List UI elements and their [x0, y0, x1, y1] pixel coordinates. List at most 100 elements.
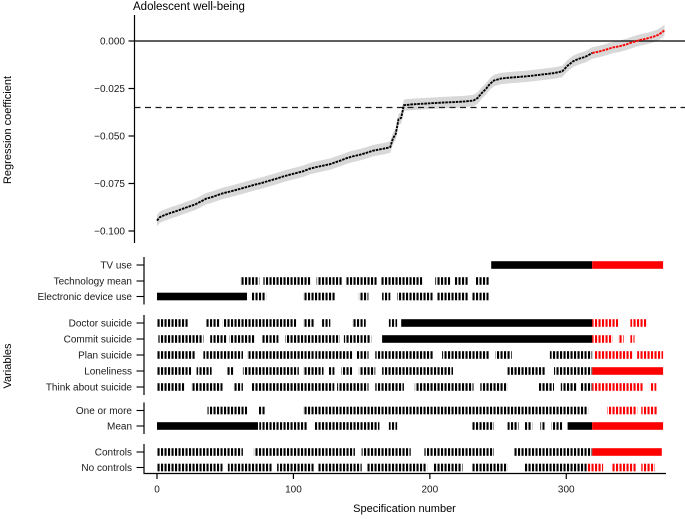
- row-label: One or more: [76, 406, 133, 417]
- segment-mark-black: [401, 319, 593, 327]
- segment-mark-red: [630, 335, 635, 343]
- row-label: Technology mean: [54, 277, 132, 288]
- segment-mark-black: [337, 383, 369, 391]
- segment-mark-black: [367, 463, 428, 472]
- segment-mark-black: [203, 351, 243, 359]
- segment-mark-black: [380, 277, 423, 285]
- segment-mark-black: [436, 292, 469, 301]
- segment-mark-red: [592, 335, 613, 343]
- segment-mark-black: [567, 422, 593, 430]
- segment-mark-black: [361, 448, 411, 456]
- segment-mark-black: [157, 463, 223, 472]
- segment-mark-black: [539, 383, 554, 391]
- segment-mark-black: [262, 335, 279, 343]
- segment-mark-black: [285, 335, 340, 343]
- segment-mark-black: [474, 277, 490, 285]
- row-label: No controls: [81, 463, 132, 474]
- segment-mark-black: [472, 463, 508, 472]
- segment-mark-black: [251, 383, 335, 391]
- segment-mark-black: [259, 422, 307, 430]
- segment-mark-red: [607, 406, 638, 415]
- segment-mark-black: [507, 367, 546, 375]
- row-label: Think about suicide: [46, 383, 133, 394]
- segment-mark-black: [206, 319, 220, 327]
- x-tick-label: 300: [558, 485, 575, 496]
- segment-mark-black: [433, 463, 463, 472]
- segment-mark-black: [328, 367, 335, 375]
- segment-mark-black: [524, 422, 533, 430]
- panel-title: Adolescent well-being: [133, 1, 245, 13]
- segment-mark-black: [196, 367, 212, 375]
- segment-mark-black: [233, 383, 243, 391]
- segment-mark-black: [472, 422, 494, 430]
- segment-mark-black: [191, 383, 223, 391]
- segment-mark-black: [242, 367, 299, 375]
- segment-mark-red: [592, 367, 664, 375]
- segment-mark-black: [303, 319, 314, 327]
- segment-mark-black: [157, 367, 192, 375]
- segment-mark-black: [352, 319, 366, 327]
- row-label: Loneliness: [84, 367, 132, 378]
- segment-mark-black: [472, 292, 489, 301]
- segment-mark-black: [277, 463, 314, 472]
- segment-mark-black: [157, 383, 185, 391]
- segment-mark-black: [551, 422, 563, 430]
- segment-mark-black: [414, 383, 474, 391]
- segment-mark-black: [388, 319, 398, 327]
- segment-mark-red: [586, 463, 604, 472]
- segment-mark-red: [641, 463, 655, 472]
- segment-mark-black: [253, 448, 355, 456]
- segment-mark-black: [491, 261, 593, 269]
- segment-mark-black: [540, 422, 545, 430]
- segment-mark-black: [157, 292, 247, 301]
- segment-mark-black: [424, 448, 494, 456]
- y-tick-label: −0.025: [94, 84, 125, 95]
- segment-mark-black: [524, 463, 587, 472]
- row-label: Electronic device use: [38, 292, 133, 303]
- segment-mark-black: [356, 351, 369, 359]
- curve-black: [156, 52, 593, 222]
- segment-mark-black: [207, 406, 248, 415]
- segment-mark-black: [579, 383, 593, 391]
- segment-mark-black: [375, 351, 434, 359]
- x-tick-label: 0: [154, 485, 160, 496]
- segment-mark-black: [157, 448, 243, 456]
- row-label: Mean: [107, 422, 132, 433]
- y-axis-label-regression-coefficient: Regression coefficient: [2, 75, 14, 185]
- segment-mark-red: [641, 406, 658, 415]
- segment-mark-black: [358, 367, 376, 375]
- segment-mark-red: [592, 383, 643, 391]
- y-tick-label: −0.050: [94, 132, 125, 143]
- segment-mark-black: [157, 319, 189, 327]
- segment-mark-black: [313, 422, 380, 430]
- segment-mark-black: [382, 367, 453, 375]
- segment-mark-black: [343, 335, 372, 343]
- row-label: TV use: [100, 261, 132, 272]
- segment-mark-black: [157, 351, 196, 359]
- segment-mark-black: [375, 383, 404, 391]
- segment-mark-red: [592, 448, 662, 456]
- segment-mark-black: [157, 422, 258, 430]
- row-label: Controls: [95, 448, 132, 459]
- segment-mark-red: [594, 351, 634, 359]
- segment-mark-black: [397, 292, 433, 301]
- segment-mark-black: [229, 335, 256, 343]
- segment-mark-black: [222, 319, 297, 327]
- row-label: Doctor suicide: [69, 319, 133, 330]
- segment-mark-red: [611, 463, 636, 472]
- segment-mark-black: [303, 367, 324, 375]
- segment-mark-black: [251, 292, 267, 301]
- segment-mark-black: [210, 335, 227, 343]
- segment-mark-black: [554, 367, 593, 375]
- segment-mark-black: [382, 292, 391, 301]
- segment-mark-black: [560, 383, 578, 391]
- segment-mark-red: [649, 383, 657, 391]
- segment-mark-black: [240, 277, 260, 285]
- segment-mark-black: [315, 351, 353, 359]
- segment-mark-red: [592, 422, 664, 430]
- segment-mark-black: [303, 406, 589, 415]
- segment-mark-black: [158, 335, 204, 343]
- row-label: Commit suicide: [64, 335, 133, 346]
